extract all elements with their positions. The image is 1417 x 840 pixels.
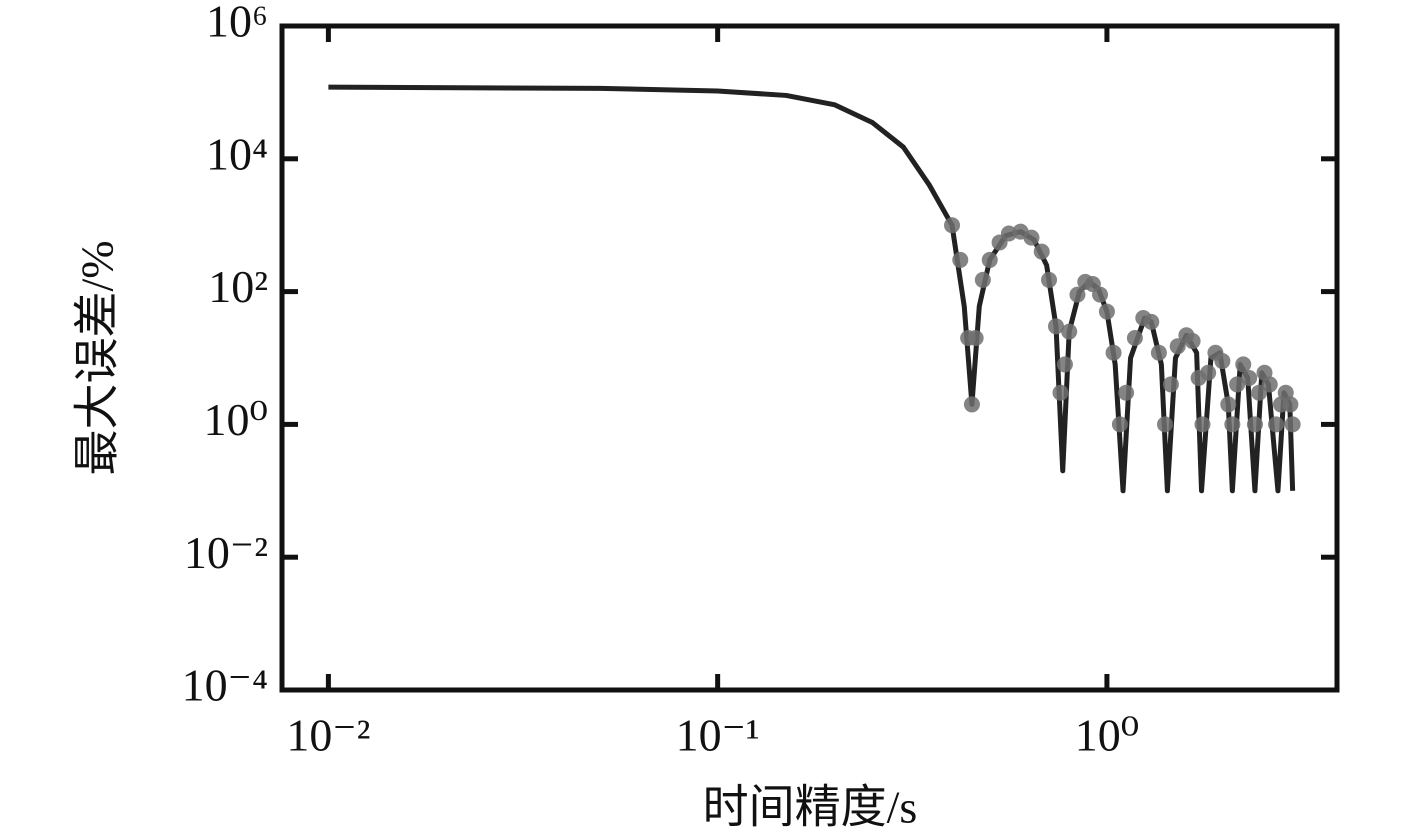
- data-point: [1061, 323, 1078, 340]
- x-tick-label: 10⁻¹: [676, 710, 760, 761]
- data-point: [1246, 416, 1263, 433]
- data-point: [1105, 344, 1122, 361]
- y-tick-label: 10²: [208, 261, 268, 312]
- data-point: [1229, 376, 1246, 393]
- data-point: [1282, 396, 1299, 413]
- y-axis-label: 最大误差/%: [72, 240, 123, 475]
- data-point: [1033, 243, 1050, 260]
- data-point: [1098, 303, 1115, 320]
- data-point: [974, 271, 991, 288]
- data-point: [952, 251, 969, 268]
- data-point: [1268, 416, 1285, 433]
- data-point: [1150, 344, 1167, 361]
- data-point: [1052, 384, 1069, 401]
- data-point: [1069, 286, 1086, 303]
- plot-frame: [279, 23, 1340, 693]
- data-point: [1023, 229, 1040, 246]
- y-tick-label: 10⁻²: [184, 527, 268, 578]
- data-point: [1048, 318, 1065, 335]
- y-tick-label: 10⁰: [204, 394, 268, 445]
- data-point: [1241, 369, 1258, 386]
- x-tick-label: 10⁰: [1075, 710, 1139, 761]
- data-point: [963, 396, 980, 413]
- data-point: [967, 330, 984, 347]
- data-point: [1162, 376, 1179, 393]
- data-point: [944, 217, 961, 234]
- data-point: [1235, 356, 1252, 373]
- data-point: [1261, 376, 1278, 393]
- data-point: [1118, 384, 1135, 401]
- y-tick-label: 10⁶: [206, 0, 268, 47]
- data-point: [1041, 271, 1058, 288]
- data-point: [1092, 286, 1109, 303]
- data-point: [981, 251, 998, 268]
- data-point: [1056, 356, 1073, 373]
- y-tick-label: 10⁴: [206, 128, 268, 179]
- data-point: [1284, 416, 1301, 433]
- data-point: [1184, 333, 1201, 350]
- data-point: [1111, 416, 1128, 433]
- y-tick-label: 10⁻⁴: [182, 660, 268, 711]
- data-point: [1194, 416, 1211, 433]
- data-point: [1143, 313, 1160, 330]
- data-point: [1224, 416, 1241, 433]
- data-point: [1214, 353, 1231, 370]
- data-point: [1200, 364, 1217, 381]
- data-point: [1220, 396, 1237, 413]
- x-axis-label: 时间精度/s: [703, 782, 918, 833]
- data-point: [1157, 416, 1174, 433]
- x-tick-label: 10⁻²: [286, 710, 370, 761]
- data-point: [1126, 330, 1143, 347]
- data-line: [328, 84, 1296, 494]
- data-point: [1169, 338, 1186, 355]
